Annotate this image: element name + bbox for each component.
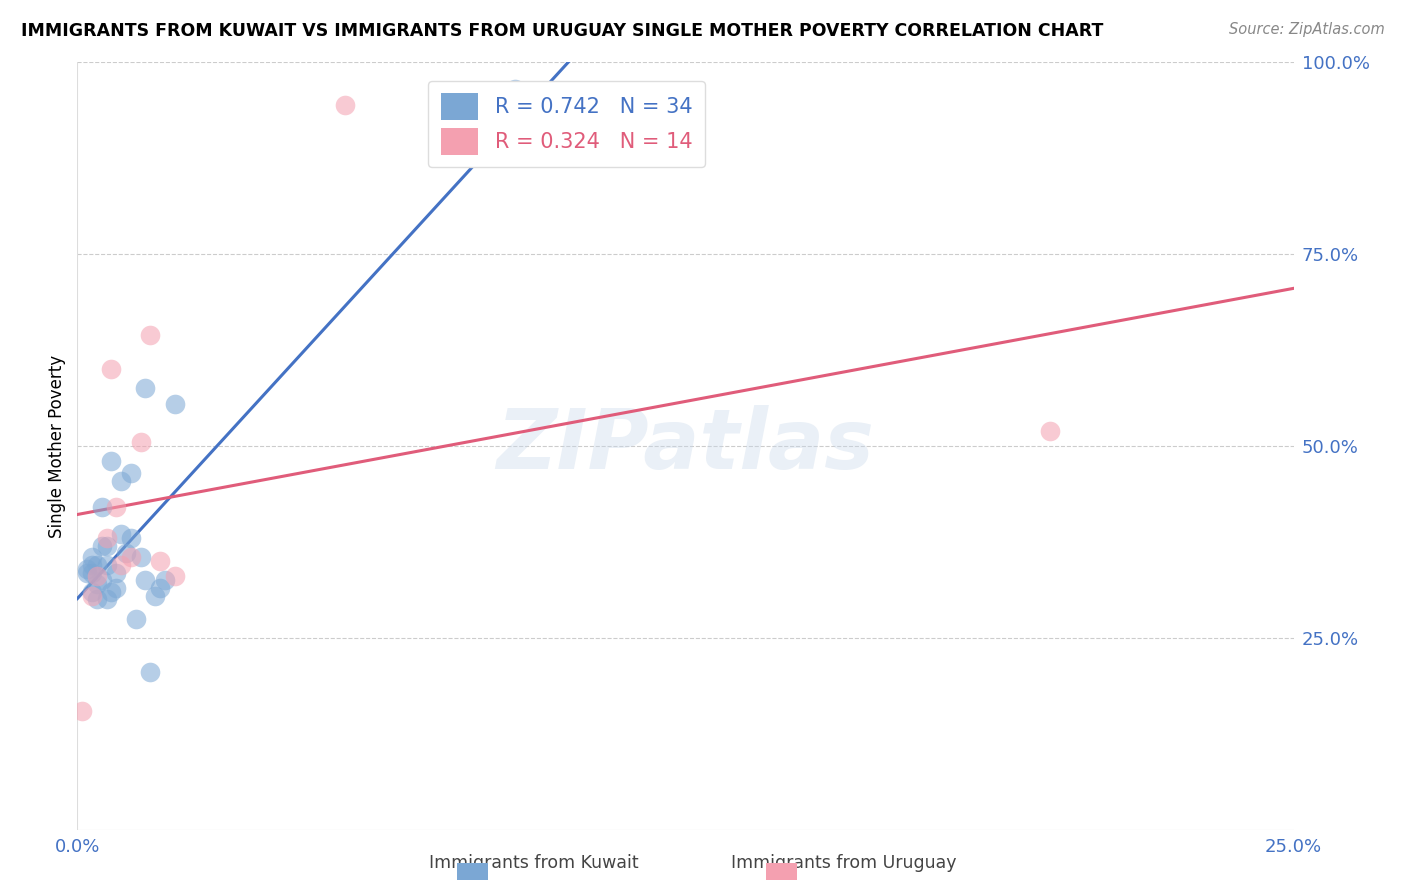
Point <box>134 573 156 587</box>
Text: IMMIGRANTS FROM KUWAIT VS IMMIGRANTS FROM URUGUAY SINGLE MOTHER POVERTY CORRELAT: IMMIGRANTS FROM KUWAIT VS IMMIGRANTS FRO… <box>21 22 1104 40</box>
Point <box>110 527 132 541</box>
Point <box>96 539 118 553</box>
Point <box>86 558 108 572</box>
Point <box>76 566 98 580</box>
Point <box>100 362 122 376</box>
Point <box>503 82 526 96</box>
Point <box>333 97 356 112</box>
Text: Source: ZipAtlas.com: Source: ZipAtlas.com <box>1229 22 1385 37</box>
Legend: R = 0.742   N = 34, R = 0.324   N = 14: R = 0.742 N = 34, R = 0.324 N = 14 <box>429 80 704 168</box>
Point <box>1039 424 1062 438</box>
Point <box>105 581 128 595</box>
Point <box>120 550 142 565</box>
Point <box>86 592 108 607</box>
Point <box>80 566 103 580</box>
Point <box>70 704 93 718</box>
Point <box>139 327 162 342</box>
Point <box>134 382 156 396</box>
Text: Immigrants from Kuwait: Immigrants from Kuwait <box>429 855 640 872</box>
Point <box>115 546 138 560</box>
Point <box>105 566 128 580</box>
Text: ZIPatlas: ZIPatlas <box>496 406 875 486</box>
Point <box>129 435 152 450</box>
Point <box>139 665 162 680</box>
Point <box>80 584 103 599</box>
Point <box>96 558 118 572</box>
Point <box>80 550 103 565</box>
Point <box>149 581 172 595</box>
Y-axis label: Single Mother Poverty: Single Mother Poverty <box>48 354 66 538</box>
Point <box>76 562 98 576</box>
Point <box>80 589 103 603</box>
Point <box>100 584 122 599</box>
Point <box>110 474 132 488</box>
Point <box>149 554 172 568</box>
Point <box>129 550 152 565</box>
Point <box>90 573 112 587</box>
Point <box>153 573 176 587</box>
Point <box>86 577 108 591</box>
Point <box>80 558 103 572</box>
Point <box>163 569 186 583</box>
Point <box>110 558 132 572</box>
Point <box>143 589 166 603</box>
Point <box>120 531 142 545</box>
Point <box>105 500 128 515</box>
Point <box>90 500 112 515</box>
Point <box>90 539 112 553</box>
Point <box>96 592 118 607</box>
Point <box>120 466 142 480</box>
Point <box>86 569 108 583</box>
Point <box>96 531 118 545</box>
Point <box>100 454 122 468</box>
Point <box>125 612 148 626</box>
Point <box>163 397 186 411</box>
Text: Immigrants from Uruguay: Immigrants from Uruguay <box>731 855 956 872</box>
